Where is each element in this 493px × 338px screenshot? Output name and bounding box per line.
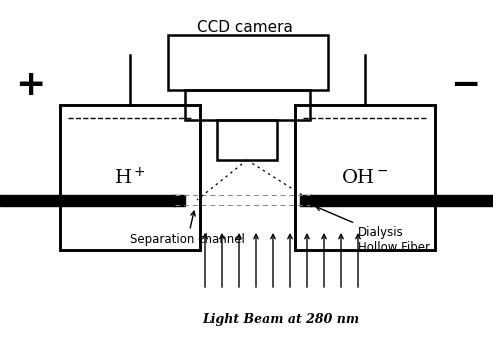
Bar (173, 194, 185, 206)
Text: −: − (450, 68, 480, 102)
Text: OH$^-$: OH$^-$ (341, 169, 389, 187)
Text: CCD camera: CCD camera (197, 20, 293, 35)
Bar (168, 35, 328, 90)
Bar (300, 194, 312, 206)
Text: Light Beam at 280 nm: Light Beam at 280 nm (203, 314, 359, 327)
Bar (185, 90, 310, 120)
Bar (295, 105, 435, 250)
Text: +: + (15, 68, 45, 102)
Bar (0, 194, 175, 206)
Bar (217, 120, 277, 160)
Bar (310, 194, 493, 206)
Text: Separation channel: Separation channel (130, 211, 245, 246)
Bar (60, 105, 200, 250)
Text: H$^+$: H$^+$ (114, 167, 146, 189)
Text: Dialysis
Hollow Fiber: Dialysis Hollow Fiber (316, 207, 430, 254)
